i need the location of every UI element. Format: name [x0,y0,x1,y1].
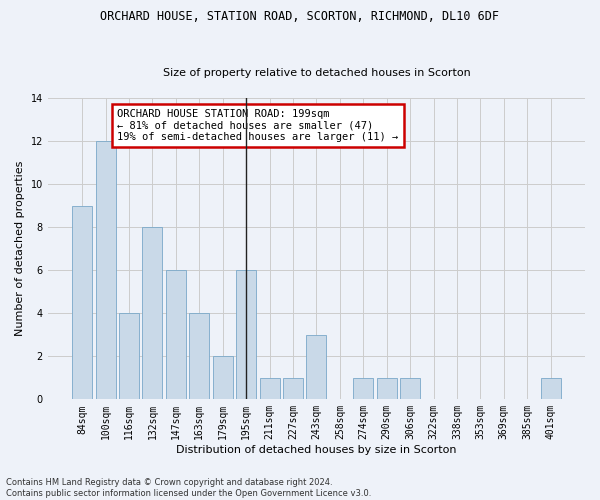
Bar [166,270,186,400]
Bar [142,228,163,400]
Bar [377,378,397,400]
Y-axis label: Number of detached properties: Number of detached properties [15,161,25,336]
Text: ORCHARD HOUSE, STATION ROAD, SCORTON, RICHMOND, DL10 6DF: ORCHARD HOUSE, STATION ROAD, SCORTON, RI… [101,10,499,23]
Bar [190,314,209,400]
Bar [400,378,420,400]
Bar [119,314,139,400]
Bar [213,356,233,400]
Bar [95,141,116,400]
Bar [541,378,560,400]
Bar [260,378,280,400]
Bar [72,206,92,400]
Title: Size of property relative to detached houses in Scorton: Size of property relative to detached ho… [163,68,470,78]
Bar [307,335,326,400]
Text: Contains HM Land Registry data © Crown copyright and database right 2024.
Contai: Contains HM Land Registry data © Crown c… [6,478,371,498]
Bar [236,270,256,400]
Bar [283,378,303,400]
Text: ORCHARD HOUSE STATION ROAD: 199sqm
← 81% of detached houses are smaller (47)
19%: ORCHARD HOUSE STATION ROAD: 199sqm ← 81%… [117,109,398,142]
X-axis label: Distribution of detached houses by size in Scorton: Distribution of detached houses by size … [176,445,457,455]
Bar [353,378,373,400]
